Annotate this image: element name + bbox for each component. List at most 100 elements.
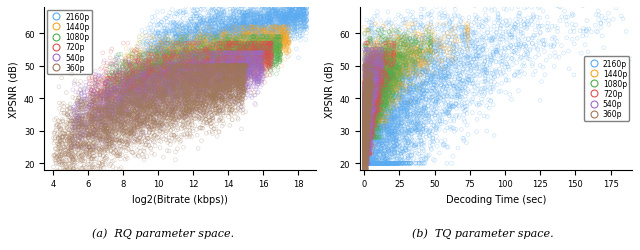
Point [258, 24, 268, 28]
Point [360, 148, 371, 152]
Point [200, 54, 211, 58]
Point [360, 162, 371, 166]
Point [359, 151, 369, 155]
Point [363, 100, 373, 104]
Point [236, 32, 246, 36]
Point [218, 64, 228, 68]
Point [362, 103, 372, 107]
Point [268, 44, 278, 48]
Point [367, 162, 378, 166]
Point [362, 102, 372, 106]
Point [224, 46, 234, 50]
Point [363, 120, 373, 124]
Point [189, 101, 200, 105]
Point [270, 39, 280, 43]
Point [166, 80, 177, 84]
Point [362, 88, 372, 92]
Point [189, 10, 200, 14]
Point [373, 69, 383, 73]
Point [364, 141, 374, 145]
Point [152, 52, 162, 56]
Point [166, 105, 176, 109]
Point [360, 130, 370, 134]
Point [433, 96, 444, 100]
Point [88, 116, 98, 119]
Point [360, 107, 370, 111]
Point [168, 77, 178, 81]
Point [394, 79, 404, 83]
Point [237, 85, 247, 89]
Point [235, 76, 245, 80]
Point [206, 43, 216, 47]
Point [387, 46, 397, 50]
Point [361, 120, 371, 124]
Point [363, 104, 373, 108]
Point [364, 118, 374, 122]
Point [294, 15, 305, 19]
Point [130, 126, 140, 130]
Point [156, 82, 166, 86]
Point [360, 120, 371, 124]
Point [360, 139, 370, 143]
Point [527, 20, 537, 24]
Point [167, 65, 177, 69]
Point [363, 95, 373, 99]
Point [360, 74, 371, 78]
Point [179, 72, 189, 76]
Point [374, 126, 385, 130]
Point [92, 100, 102, 104]
Point [364, 162, 374, 166]
Point [360, 178, 371, 182]
Point [152, 48, 163, 52]
Point [380, 114, 390, 118]
Point [239, 69, 249, 73]
Point [367, 93, 378, 97]
Point [273, 26, 283, 30]
Point [422, 29, 433, 33]
Point [360, 122, 371, 126]
Point [360, 97, 371, 101]
Point [433, 66, 444, 70]
Point [170, 82, 180, 86]
Point [365, 157, 376, 161]
Point [175, 66, 185, 70]
Point [175, 46, 185, 50]
Point [365, 115, 376, 119]
Point [244, 58, 254, 62]
Point [206, 83, 216, 87]
Point [390, 46, 401, 50]
Point [129, 73, 139, 77]
Point [362, 148, 372, 152]
Point [209, 47, 220, 51]
Point [610, 1, 620, 5]
Point [360, 106, 371, 110]
Point [420, 70, 431, 74]
Point [586, 31, 596, 35]
Point [247, 46, 257, 50]
Point [191, 73, 201, 77]
Point [364, 135, 374, 139]
Point [363, 101, 373, 105]
Point [373, 162, 383, 166]
Point [135, 62, 145, 66]
Point [114, 108, 124, 112]
Point [360, 126, 371, 130]
Point [367, 98, 378, 102]
Point [364, 77, 374, 81]
Point [390, 162, 400, 166]
Point [184, 52, 194, 56]
Point [378, 90, 388, 94]
Point [360, 158, 370, 162]
Point [376, 64, 386, 68]
Point [301, 7, 312, 11]
Point [164, 52, 175, 56]
Point [113, 119, 124, 123]
Point [376, 162, 386, 166]
Point [515, 40, 525, 44]
Point [220, 31, 230, 35]
Point [367, 80, 377, 84]
Point [362, 102, 372, 106]
Point [155, 82, 165, 86]
Point [88, 102, 98, 106]
Point [453, 87, 463, 91]
